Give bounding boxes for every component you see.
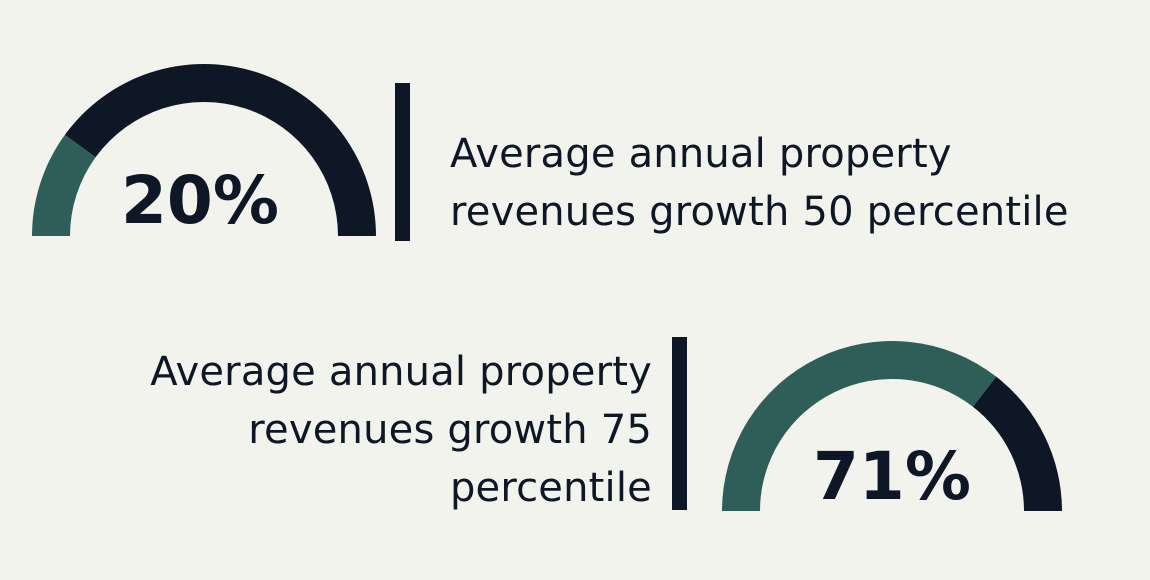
divider-1 [395,83,410,241]
gauge-1-remaining-arc [64,63,377,236]
gauge-2-value-label: 71% [813,438,971,515]
divider-2 [672,337,687,510]
gauge-2-description-line-3: percentile [449,465,652,511]
gauge-2: 71% [722,340,1062,515]
gauge-1-description-line-2: revenues growth 50 percentile [450,189,1069,235]
gauge-2-filled-arc [722,340,997,511]
gauge-1-description: Average annual property revenues growth … [450,125,1069,241]
gauge-1: 20% [32,63,377,239]
gauge-1-description-line-1: Average annual property [450,131,952,177]
gauge-1-value-label: 20% [121,162,279,239]
gauge-2-description: Average annual property revenues growth … [150,343,652,517]
gauge-2-description-line-1: Average annual property [150,349,652,395]
gauge-1-filled-arc [32,134,96,236]
gauge-2-remaining-arc [972,376,1062,511]
gauge-2-description-line-2: revenues growth 75 [248,407,652,453]
